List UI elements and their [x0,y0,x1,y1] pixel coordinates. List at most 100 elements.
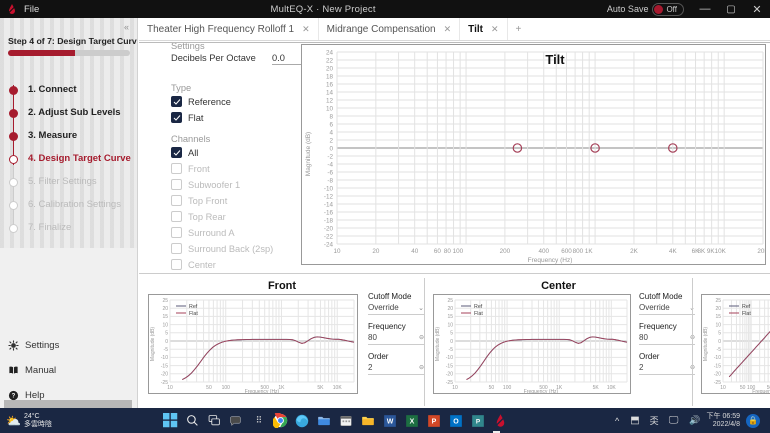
svg-text:-8: -8 [327,178,333,185]
svg-text:400: 400 [538,248,549,255]
svg-text:-10: -10 [714,355,721,361]
svg-text:-20: -20 [714,372,721,378]
svg-text:-2: -2 [327,154,333,161]
svg-text:Magnitude (dB): Magnitude (dB) [703,327,709,362]
svg-text:0: 0 [329,146,333,153]
svg-text:24: 24 [326,50,334,57]
svg-text:P: P [432,418,437,425]
svg-text:-20: -20 [324,226,334,233]
svg-text:0: 0 [450,339,453,345]
svg-text:100: 100 [503,385,512,391]
svg-text:80 100: 80 100 [444,248,464,255]
svg-text:0: 0 [165,339,168,345]
svg-text:-22: -22 [324,234,334,241]
svg-text:20K: 20K [757,248,766,255]
svg-text:-15: -15 [161,363,168,369]
svg-text:-5: -5 [717,347,722,353]
svg-text:Flat: Flat [189,311,198,317]
svg-text:4K: 4K [669,248,678,255]
svg-text:25: 25 [715,298,721,304]
svg-text:15: 15 [715,314,721,320]
svg-text:Tilt: Tilt [545,52,565,67]
svg-text:10: 10 [720,385,726,391]
svg-text:2K: 2K [630,248,639,255]
svg-text:-15: -15 [714,363,721,369]
svg-text:60: 60 [434,248,442,255]
svg-text:Magnitude (dB): Magnitude (dB) [305,132,312,176]
svg-text:20: 20 [326,66,334,73]
svg-text:10: 10 [333,248,341,255]
svg-text:4: 4 [329,130,333,137]
svg-text:P: P [476,418,481,425]
svg-text:-15: -15 [446,363,453,369]
svg-text:10: 10 [326,106,334,113]
svg-text:Magnitude (dB): Magnitude (dB) [435,327,441,362]
svg-text:0: 0 [718,339,721,345]
svg-text:600: 600 [561,248,572,255]
svg-text:18: 18 [326,74,334,81]
svg-text:10K: 10K [607,385,617,391]
svg-text:5: 5 [718,331,721,337]
svg-text:10: 10 [715,322,721,328]
svg-text:Ref: Ref [742,304,751,310]
svg-text:X: X [410,418,415,425]
svg-text:Magnitude (dB): Magnitude (dB) [150,327,156,362]
svg-text:Flat: Flat [474,311,483,317]
svg-text:16: 16 [326,82,334,89]
svg-text:20: 20 [372,248,380,255]
svg-text:Ref: Ref [189,304,198,310]
svg-text:-18: -18 [324,218,334,225]
svg-text:10: 10 [452,385,458,391]
svg-text:1K: 1K [278,385,285,391]
svg-text:20: 20 [715,306,721,312]
svg-text:2: 2 [329,138,333,145]
svg-text:Ref: Ref [474,304,483,310]
svg-text:-12: -12 [324,194,334,201]
svg-text:-6: -6 [327,170,333,177]
svg-text:10K: 10K [333,385,343,391]
svg-text:?: ? [12,394,16,400]
svg-text:6: 6 [329,122,333,129]
svg-text:25: 25 [447,298,453,304]
svg-text:-10: -10 [161,355,168,361]
svg-text:Frequency (Hz): Frequency (Hz) [524,389,559,394]
svg-text:8: 8 [329,114,333,121]
svg-text:W: W [387,418,394,425]
svg-text:20: 20 [447,306,453,312]
svg-text:50: 50 [489,385,495,391]
svg-text:-14: -14 [324,202,334,209]
svg-text:40: 40 [411,248,419,255]
svg-text:-24: -24 [324,242,334,249]
svg-text:5: 5 [450,331,453,337]
svg-text:50: 50 [740,385,746,391]
svg-text:-20: -20 [446,372,453,378]
svg-text:200: 200 [500,248,511,255]
svg-text:O: O [454,418,460,425]
svg-text:50: 50 [206,385,212,391]
svg-text:10: 10 [162,322,168,328]
svg-text:8K 9K10K: 8K 9K10K [697,248,726,255]
svg-text:-5: -5 [164,347,169,353]
svg-text:800 1K: 800 1K [573,248,594,255]
svg-text:Frequency (Hz): Frequency (Hz) [528,257,573,264]
svg-text:12: 12 [326,98,334,105]
svg-text:22: 22 [326,58,334,65]
svg-text:5K: 5K [593,385,600,391]
svg-text:Flat: Flat [742,311,751,317]
svg-text:15: 15 [162,314,168,320]
svg-text:15: 15 [447,314,453,320]
svg-text:5: 5 [165,331,168,337]
svg-text:Frequency (Hz): Frequency (Hz) [752,389,770,394]
svg-text:10: 10 [447,322,453,328]
svg-text:5K: 5K [317,385,324,391]
svg-text:-5: -5 [449,347,454,353]
svg-text:-10: -10 [324,186,334,193]
svg-text:100: 100 [222,385,231,391]
svg-text:-4: -4 [327,162,333,169]
svg-text:14: 14 [326,90,334,97]
svg-text:-10: -10 [446,355,453,361]
svg-text:Frequency (Hz): Frequency (Hz) [245,389,280,394]
svg-text:-20: -20 [161,372,168,378]
svg-text:-16: -16 [324,210,334,217]
svg-text:20: 20 [162,306,168,312]
